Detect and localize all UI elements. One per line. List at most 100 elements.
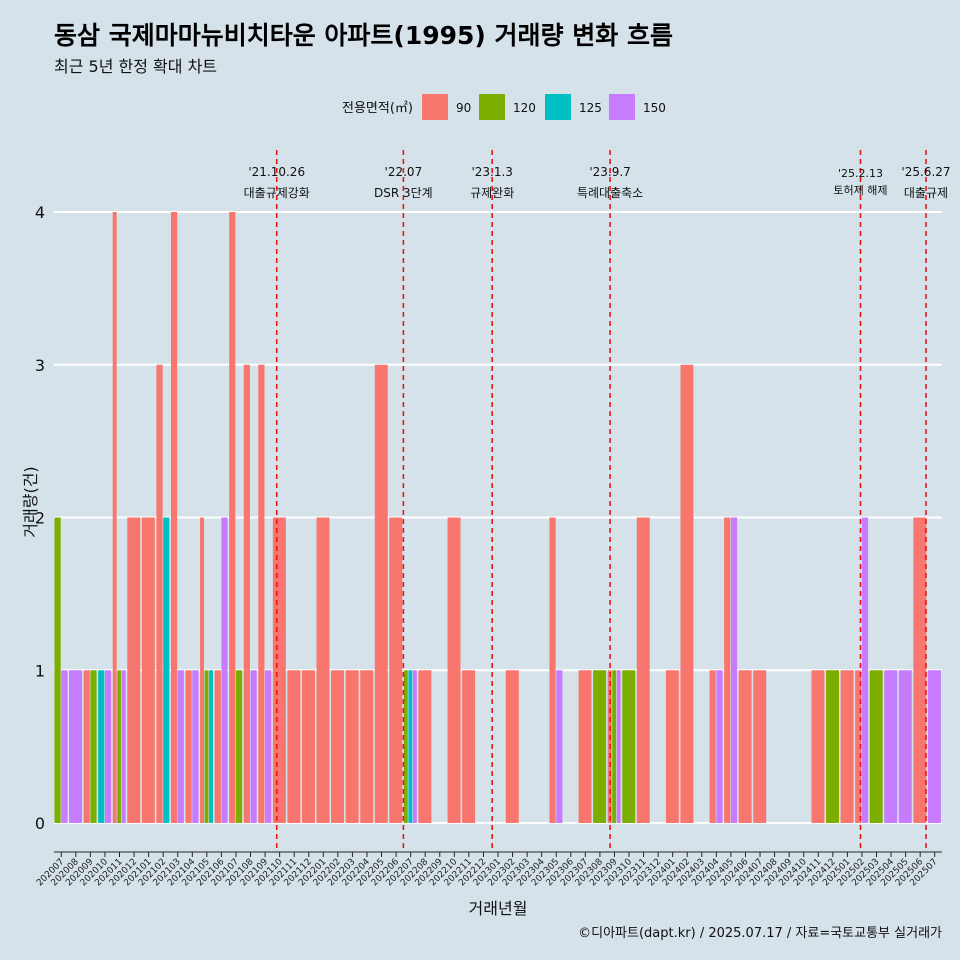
bar-202207-125 xyxy=(408,670,413,823)
bar-202103-150 xyxy=(177,670,184,823)
bar-202309-120 xyxy=(612,670,617,823)
event-date: '22.07 xyxy=(385,165,423,179)
event-date: '21.10.26 xyxy=(248,165,305,179)
bar-202105-120 xyxy=(204,670,209,823)
event-label: DSR 3단계 xyxy=(374,186,433,200)
event-date: '23.1.3 xyxy=(471,165,512,179)
bar-202401-90 xyxy=(665,670,679,823)
bar-202406-90 xyxy=(738,670,752,823)
event-label: 토허제 해제 xyxy=(833,183,887,197)
bar-202506-90 xyxy=(913,517,927,823)
bar-202210-90 xyxy=(447,517,461,823)
legend-label-125: 125 xyxy=(579,101,602,115)
bar-202307-90 xyxy=(578,670,592,823)
legend-swatch-120 xyxy=(479,94,505,120)
bar-202207-120 xyxy=(403,670,408,823)
bar-202305-150 xyxy=(556,670,563,823)
event-label: 특례대출축소 xyxy=(577,186,643,200)
bar-202109-90 xyxy=(258,364,265,823)
bar-202101-90 xyxy=(141,517,155,823)
bar-202505-150 xyxy=(898,670,912,823)
chart-title: 동삼 국제마마뉴비치타운 아파트(1995) 거래량 변화 흐름 xyxy=(54,21,673,50)
bar-202507-150 xyxy=(927,670,941,823)
bar-202504-150 xyxy=(884,670,898,823)
bar-202106-150 xyxy=(221,517,228,823)
bar-202402-90 xyxy=(680,364,694,823)
bar-202302-90 xyxy=(505,670,519,823)
legend-label-120: 120 xyxy=(513,101,536,115)
bar-202011-90 xyxy=(112,212,117,823)
bar-202107-120 xyxy=(235,670,243,823)
bar-202105-125 xyxy=(209,670,214,823)
y-tick-label: 1 xyxy=(35,661,45,680)
bar-202503-120 xyxy=(869,670,883,823)
bar-202407-90 xyxy=(753,670,767,823)
bar-202102-125 xyxy=(163,517,170,823)
bar-202502-90 xyxy=(855,670,862,823)
bar-202205-90 xyxy=(374,364,388,823)
bar-202411-90 xyxy=(811,670,825,823)
bar-202104-150 xyxy=(192,670,199,823)
bar-202010-150 xyxy=(104,670,112,823)
bar-202008-150 xyxy=(69,670,83,823)
event-label: 대출규제강화 xyxy=(244,186,310,200)
bar-202502-150 xyxy=(861,517,869,823)
event-date: '25.2.13 xyxy=(838,167,883,180)
y-tick-label: 2 xyxy=(35,509,45,528)
y-tick-label: 3 xyxy=(35,356,45,375)
bar-202211-90 xyxy=(462,670,476,823)
bar-202208-90 xyxy=(418,670,432,823)
source-caption: ©디아파트(dapt.kr) / 2025.07.17 / 자료=국토교통부 실… xyxy=(578,926,942,941)
bar-202109-150 xyxy=(265,670,272,823)
y-tick-label: 4 xyxy=(35,203,45,222)
y-axis-title: 거래량(건) xyxy=(21,466,40,537)
bar-202309-150 xyxy=(616,670,621,823)
bar-202202-90 xyxy=(331,670,345,823)
bar-202107-90 xyxy=(229,212,236,823)
bar-202201-90 xyxy=(316,517,330,823)
bar-202009-90 xyxy=(83,670,90,823)
bar-202404-90 xyxy=(709,670,716,823)
legend-swatch-125 xyxy=(545,94,571,120)
bar-202412-120 xyxy=(826,670,839,823)
y-tick-label: 0 xyxy=(35,814,45,833)
event-label: 대출규제 xyxy=(904,186,948,200)
event-date: '25.6.27 xyxy=(901,165,950,179)
bar-202305-90 xyxy=(549,517,556,823)
legend-label-90: 90 xyxy=(456,101,471,115)
event-label: 규제완화 xyxy=(470,186,514,200)
bar-202104-90 xyxy=(185,670,192,823)
bar-202310-120 xyxy=(622,670,636,823)
bar-202102-90 xyxy=(156,364,163,823)
event-date: '23.9.7 xyxy=(589,165,630,179)
bar-202206-90 xyxy=(389,517,403,823)
bar-202112-90 xyxy=(301,670,315,823)
bar-202308-120 xyxy=(593,670,607,823)
bar-202111-90 xyxy=(287,670,301,823)
bar-202108-90 xyxy=(243,364,250,823)
bar-202501-90 xyxy=(840,670,854,823)
bar-202012-90 xyxy=(127,517,141,823)
bar-202010-125 xyxy=(98,670,105,823)
legend-label-150: 150 xyxy=(643,101,666,115)
bar-202404-150 xyxy=(716,670,723,823)
chart-subtitle: 최근 5년 한정 확대 차트 xyxy=(54,57,218,76)
bar-202106-90 xyxy=(214,670,221,823)
bar-202110-90 xyxy=(272,517,286,823)
bar-202203-90 xyxy=(345,670,359,823)
x-axis-title: 거래년월 xyxy=(469,899,528,918)
bar-202009-120 xyxy=(90,670,97,823)
bar-202207-150 xyxy=(412,670,417,823)
bar-202011-150 xyxy=(121,670,126,823)
bar-202311-90 xyxy=(636,517,650,823)
legend-swatch-150 xyxy=(609,94,635,120)
bar-202011-120 xyxy=(117,670,122,823)
bar-202108-150 xyxy=(250,670,257,823)
bar-202405-150 xyxy=(730,517,738,823)
bar-202405-90 xyxy=(724,517,731,823)
bar-202204-90 xyxy=(360,670,374,823)
bar-202007-120 xyxy=(54,517,61,823)
legend-swatch-90 xyxy=(422,94,448,120)
legend-title: 전용면적(㎡) xyxy=(342,101,413,116)
